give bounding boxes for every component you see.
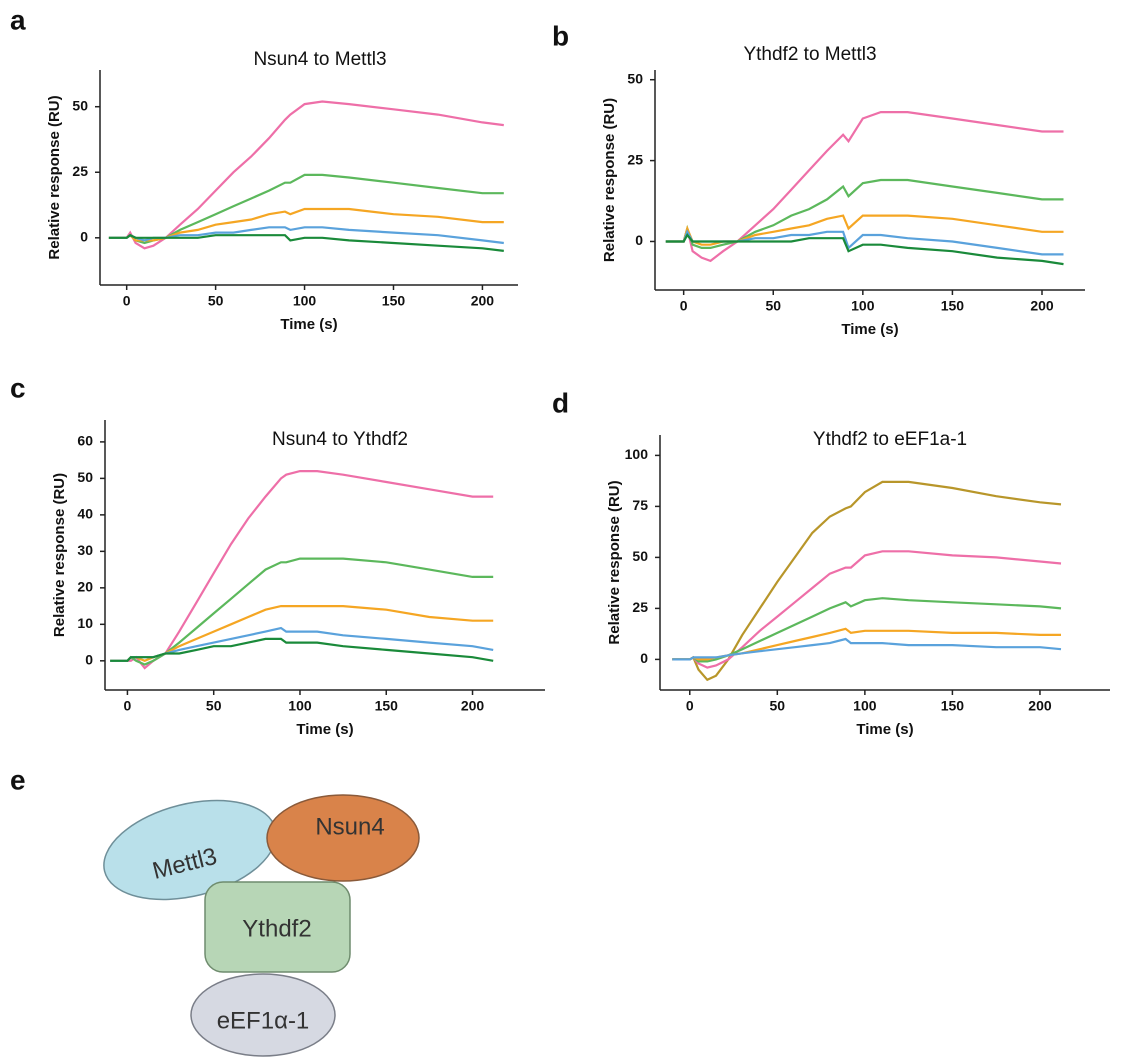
x-axis-label: Time (s) xyxy=(280,316,337,333)
series-line xyxy=(672,637,1062,661)
y-tick-label: 10 xyxy=(77,615,93,631)
y-tick-label: 50 xyxy=(72,97,88,113)
x-tick-label: 0 xyxy=(686,698,694,714)
y-axis-label: Relative response (RU) xyxy=(51,473,68,637)
x-axis-label: Time (s) xyxy=(841,321,898,338)
chart: a Nsun4 to Mettl3 0 50 100 150 200 0 25 50 Time (s… xyxy=(10,4,518,333)
x-tick-label: 50 xyxy=(765,298,781,314)
x-axis-label: Time (s) xyxy=(296,721,353,738)
x-tick-label: 0 xyxy=(680,298,688,314)
series-line xyxy=(665,111,1064,263)
y-tick-label: 50 xyxy=(627,70,643,86)
x-tick-label: 50 xyxy=(770,698,786,714)
y-tick-label: 75 xyxy=(632,497,648,513)
series-line xyxy=(665,233,1064,266)
y-tick-label: 0 xyxy=(635,232,643,248)
x-tick-label: 150 xyxy=(375,698,399,714)
y-tick-label: 0 xyxy=(85,652,93,668)
series-line xyxy=(672,480,1062,682)
y-tick-label: 25 xyxy=(632,599,648,615)
series-line xyxy=(108,226,504,245)
y-tick-label: 0 xyxy=(80,229,88,245)
y-axis-label: Relative response (RU) xyxy=(601,98,618,262)
x-tick-label: 100 xyxy=(288,698,312,714)
y-tick-label: 25 xyxy=(72,163,88,179)
chart-title: Nsun4 to Ythdf2 xyxy=(272,429,408,450)
y-tick-label: 60 xyxy=(77,433,93,449)
x-tick-label: 200 xyxy=(471,293,495,309)
panel-label: b xyxy=(552,20,569,51)
chart: c Nsun4 to Ythdf2 0 50 100 150 200 0 10 20 30 40 50 6… xyxy=(10,372,545,738)
node-label: Ythdf2 xyxy=(242,915,311,942)
y-axis-label: Relative response (RU) xyxy=(606,480,623,644)
series-line xyxy=(665,178,1064,249)
series-line xyxy=(110,557,494,666)
series-line xyxy=(110,605,494,662)
x-tick-label: 0 xyxy=(123,293,131,309)
node-label: Nsun4 xyxy=(315,813,384,840)
series-line xyxy=(672,550,1062,669)
y-tick-label: 30 xyxy=(77,542,93,558)
x-tick-label: 100 xyxy=(853,698,877,714)
series-line xyxy=(672,627,1061,661)
series-line xyxy=(110,626,494,662)
y-tick-label: 20 xyxy=(77,579,93,595)
chart: b Ythdf2 to Mettl3 0 50 100 150 200 0 25 50 Time (… xyxy=(552,20,1085,338)
chart-title: Ythdf2 to eEF1a-1 xyxy=(813,429,967,450)
x-tick-label: 200 xyxy=(1030,298,1054,314)
y-tick-label: 50 xyxy=(632,548,648,564)
chart: d Ythdf2 to eEF1a-1 0 50 100 150 200 0 25 50 75 100… xyxy=(552,387,1110,738)
x-tick-label: 150 xyxy=(941,298,965,314)
panel-label: d xyxy=(552,387,569,418)
series-line xyxy=(108,233,504,252)
node-label: eEF1α-1 xyxy=(217,1007,310,1034)
chart-title: Ythdf2 to Mettl3 xyxy=(743,44,876,65)
x-tick-label: 150 xyxy=(941,698,965,714)
x-tick-label: 150 xyxy=(382,293,406,309)
panel-label: c xyxy=(10,372,26,403)
x-tick-label: 50 xyxy=(208,293,224,309)
panel-label: e xyxy=(10,764,26,795)
node-shape xyxy=(204,881,351,973)
x-axis-label: Time (s) xyxy=(856,721,913,738)
x-tick-label: 50 xyxy=(206,698,222,714)
node-shape xyxy=(190,973,336,1057)
y-axis-label: Relative response (RU) xyxy=(46,95,63,259)
x-tick-label: 100 xyxy=(293,293,317,309)
series-line xyxy=(665,214,1064,246)
y-tick-label: 40 xyxy=(77,506,93,522)
x-tick-label: 0 xyxy=(124,698,132,714)
node-shape xyxy=(266,794,420,882)
panel-label: a xyxy=(10,4,26,35)
series-line xyxy=(108,173,504,245)
series-line xyxy=(108,100,504,250)
chart-title: Nsun4 to Mettl3 xyxy=(253,49,386,70)
interaction-diagram: Mettl3 Nsun4 Ythdf2 eEF1α-1 xyxy=(103,794,420,1057)
series-line xyxy=(672,597,1062,663)
series-line xyxy=(108,207,504,242)
series-line xyxy=(110,637,494,662)
x-tick-label: 200 xyxy=(1028,698,1052,714)
y-tick-label: 0 xyxy=(640,650,648,666)
y-tick-label: 100 xyxy=(625,446,649,462)
y-tick-label: 50 xyxy=(77,469,93,485)
y-tick-label: 25 xyxy=(627,151,643,167)
x-tick-label: 200 xyxy=(461,698,485,714)
x-tick-label: 100 xyxy=(851,298,875,314)
